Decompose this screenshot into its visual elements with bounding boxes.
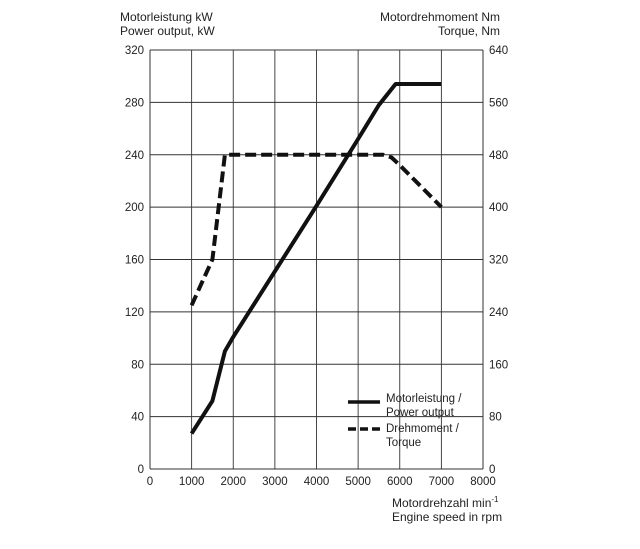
series-lines — [189, 82, 443, 435]
right-tick-label: 560 — [489, 97, 508, 109]
right-tick-label: 480 — [489, 150, 508, 162]
x-tick-label: 4000 — [304, 476, 330, 488]
x-axis-title-sup: -1 — [491, 495, 499, 504]
right-tick-label: 240 — [489, 307, 508, 319]
legend-label-torque-line1: Drehmoment / — [386, 423, 460, 435]
right-tick-label: 160 — [489, 359, 508, 371]
series-line-torque — [189, 152, 443, 307]
x-tick-label: 6000 — [387, 476, 413, 488]
right-tick-label: 400 — [489, 202, 508, 214]
left-axis-title: Motorleistung kW Power output, kW — [120, 10, 215, 38]
right-tick-label: 0 — [489, 464, 495, 476]
legend-label-power-line1: Motorleistung / — [386, 393, 462, 405]
x-tick-label: 7000 — [429, 476, 455, 488]
left-tick-label: 40 — [131, 412, 144, 424]
left-tick-label: 120 — [125, 307, 144, 319]
right-axis-title-line2: Torque, Nm — [437, 24, 500, 38]
left-tick-label: 200 — [125, 202, 144, 214]
grid — [149, 49, 484, 470]
legend: Motorleistung / Power output Drehmoment … — [348, 393, 462, 449]
left-tick-label: 320 — [125, 45, 144, 57]
series-line-power — [189, 82, 442, 435]
left-tick-label: 80 — [131, 359, 144, 371]
right-tick-label: 320 — [489, 255, 508, 267]
left-tick-labels: 0 40 80 120 160 200 240 280 320 — [125, 45, 144, 476]
right-axis-title-line1: Motordrehmoment Nm — [379, 10, 500, 24]
legend-label-torque-line2: Torque — [386, 437, 421, 449]
x-axis-title-line1: Motordrehzahl min — [392, 496, 492, 510]
x-tick-label: 0 — [147, 476, 153, 488]
left-tick-label: 0 — [138, 464, 144, 476]
x-tick-label: 3000 — [262, 476, 288, 488]
x-axis-title-line2: Engine speed in rpm — [392, 510, 503, 524]
legend-label-power-line2: Power output — [386, 407, 455, 419]
left-axis-title-line2: Power output, kW — [120, 24, 215, 38]
left-tick-label: 160 — [125, 255, 144, 267]
x-axis-title: Motordrehzahl min-1 Engine speed in rpm — [392, 493, 502, 524]
x-tick-label: 5000 — [345, 476, 371, 488]
left-tick-label: 240 — [125, 150, 144, 162]
right-tick-label: 640 — [489, 45, 508, 57]
left-axis-title-line1: Motorleistung kW — [120, 10, 213, 24]
x-tick-label: 8000 — [470, 476, 496, 488]
right-tick-labels: 0 80 160 240 320 400 480 560 640 — [489, 45, 508, 476]
x-tick-label: 1000 — [179, 476, 205, 488]
x-tick-labels: 0 1000 2000 3000 4000 5000 6000 7000 8000 — [147, 476, 496, 488]
x-tick-label: 2000 — [220, 476, 246, 488]
right-axis-title: Motordrehmoment Nm Torque, Nm — [380, 10, 500, 38]
right-tick-label: 80 — [489, 412, 502, 424]
left-tick-label: 280 — [125, 97, 144, 109]
